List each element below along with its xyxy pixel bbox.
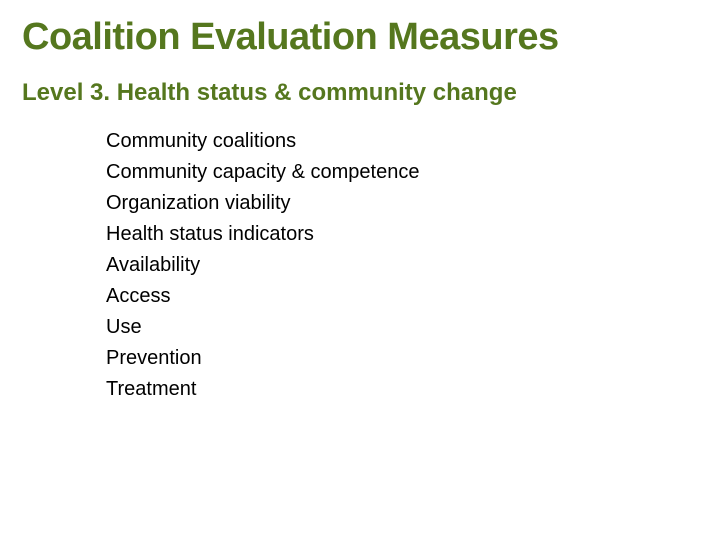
list-item: Prevention xyxy=(106,343,698,374)
list-item: Use xyxy=(106,312,698,343)
list-item: Access xyxy=(106,281,698,312)
list-item: Community capacity & competence xyxy=(106,157,698,188)
item-list: Community coalitions Community capacity … xyxy=(106,126,698,405)
slide-subtitle: Level 3. Health status & community chang… xyxy=(22,80,698,106)
slide-title: Coalition Evaluation Measures xyxy=(22,18,698,58)
list-item: Community coalitions xyxy=(106,126,698,157)
list-item: Availability xyxy=(106,250,698,281)
list-item: Organization viability xyxy=(106,188,698,219)
slide-container: Coalition Evaluation Measures Level 3. H… xyxy=(0,0,720,540)
list-item: Health status indicators xyxy=(106,219,698,250)
list-item: Treatment xyxy=(106,374,698,405)
